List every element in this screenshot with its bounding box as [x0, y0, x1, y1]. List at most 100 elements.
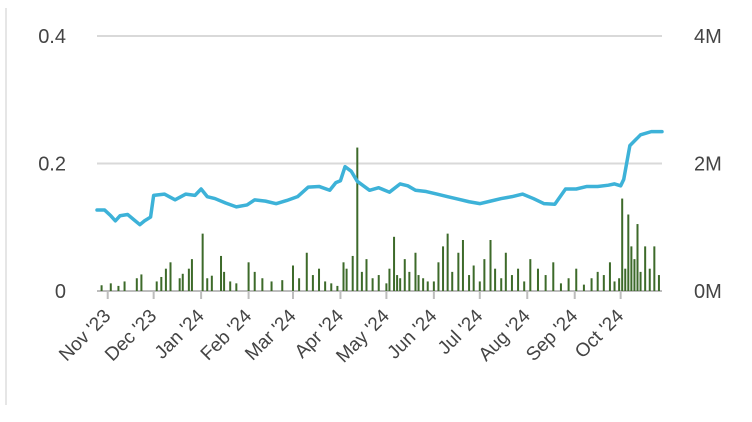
volume-bar	[371, 278, 374, 291]
volume-bar	[291, 265, 294, 291]
volume-bar	[494, 268, 497, 291]
volume-bar	[345, 268, 348, 291]
volume-bar	[100, 285, 103, 291]
volume-bar	[417, 275, 420, 291]
volume-bar	[247, 262, 250, 291]
x-tick-label: Jun '24	[384, 305, 442, 363]
volume-bar	[446, 233, 449, 292]
volume-bar	[644, 246, 647, 292]
volume-bar	[437, 262, 440, 291]
x-tick-label: Oct '24	[571, 305, 628, 362]
volume-bar	[630, 246, 633, 292]
volume-bar	[559, 283, 562, 291]
volume-bar	[393, 236, 396, 291]
volume-bar	[261, 278, 264, 291]
volume-bar	[360, 271, 363, 292]
volume-bar	[633, 259, 636, 292]
volume-bar	[281, 280, 284, 291]
volume-bar	[201, 233, 204, 292]
volume-bar	[590, 278, 593, 291]
x-tick-label: Sep '24	[522, 305, 582, 365]
volume-bar	[636, 224, 639, 291]
volume-bar	[618, 278, 621, 291]
volume-bar	[206, 278, 209, 291]
y-left-tick-label: 0.4	[38, 26, 66, 48]
volume-bar	[414, 252, 417, 291]
volume-bars	[100, 147, 660, 292]
left-axis: 0 0.2 0.4	[38, 26, 66, 303]
volume-bar	[140, 274, 143, 291]
volume-bar	[318, 268, 321, 291]
volume-bar	[432, 281, 435, 291]
volume-bar	[235, 283, 238, 291]
volume-bar	[575, 268, 578, 291]
volume-bar	[608, 262, 611, 291]
volume-bar	[223, 271, 226, 292]
volume-bar	[529, 259, 532, 292]
volume-bar	[536, 268, 539, 291]
volume-bar	[426, 281, 429, 291]
volume-bar	[468, 275, 471, 291]
volume-bar	[408, 271, 411, 292]
volume-bar	[164, 268, 167, 291]
volume-bar	[298, 278, 301, 291]
volume-bar	[648, 268, 651, 291]
volume-bar	[270, 281, 273, 291]
volume-bar	[442, 246, 445, 292]
y-left-tick-label: 0.2	[38, 154, 66, 176]
volume-bar	[160, 276, 163, 291]
grid-lines	[5, 8, 662, 405]
volume-bar	[220, 255, 223, 291]
volume-bar	[155, 281, 158, 291]
x-tick-label: Aug '24	[475, 305, 535, 365]
volume-bar	[351, 255, 354, 291]
volume-bar	[627, 214, 630, 291]
volume-bar	[510, 275, 513, 291]
y-left-tick-label: 0	[55, 281, 66, 303]
x-tick-label: Dec '23	[101, 306, 161, 366]
volume-bar	[365, 259, 368, 292]
volume-bar	[582, 284, 585, 292]
volume-bar	[311, 275, 314, 291]
y-right-tick-label: 4M	[694, 26, 722, 48]
volume-bar	[451, 271, 454, 292]
right-axis: 0M 2M 4M	[694, 26, 722, 303]
volume-bar	[544, 275, 547, 291]
volume-bar	[342, 262, 345, 291]
volume-bar	[613, 281, 616, 291]
volume-bar	[621, 198, 624, 291]
volume-bar	[253, 271, 256, 292]
price-line	[95, 129, 664, 227]
volume-bar	[624, 268, 627, 291]
volume-bar	[123, 281, 126, 291]
volume-bar	[403, 259, 406, 292]
volume-bar	[517, 268, 520, 291]
volume-bar	[396, 275, 399, 291]
volume-bar	[567, 278, 570, 291]
volume-bar	[324, 281, 327, 291]
volume-bar	[336, 285, 339, 291]
volume-bar	[483, 259, 486, 292]
volume-bar	[478, 281, 481, 291]
volume-bar	[657, 275, 660, 291]
volume-bar	[385, 283, 388, 291]
volume-bar	[210, 275, 213, 291]
volume-bar	[596, 271, 599, 292]
volume-bar	[181, 273, 184, 291]
volume-bar	[388, 268, 391, 291]
price-line-layer	[95, 129, 664, 227]
volume-bar	[330, 283, 333, 291]
volume-bar	[377, 275, 380, 291]
volume-bar	[169, 262, 172, 291]
volume-bar	[178, 278, 181, 291]
volume-bar	[461, 240, 464, 291]
y-right-tick-label: 2M	[694, 154, 722, 176]
volume-bar	[457, 252, 460, 291]
volume-bar	[653, 246, 656, 292]
volume-bar	[552, 262, 555, 291]
y-right-tick-label: 0M	[694, 281, 722, 303]
x-tick-label: Mar '24	[241, 305, 301, 365]
